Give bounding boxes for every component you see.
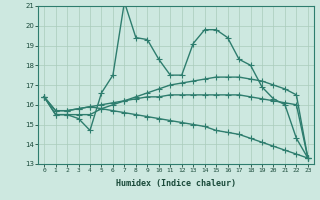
X-axis label: Humidex (Indice chaleur): Humidex (Indice chaleur) [116, 179, 236, 188]
